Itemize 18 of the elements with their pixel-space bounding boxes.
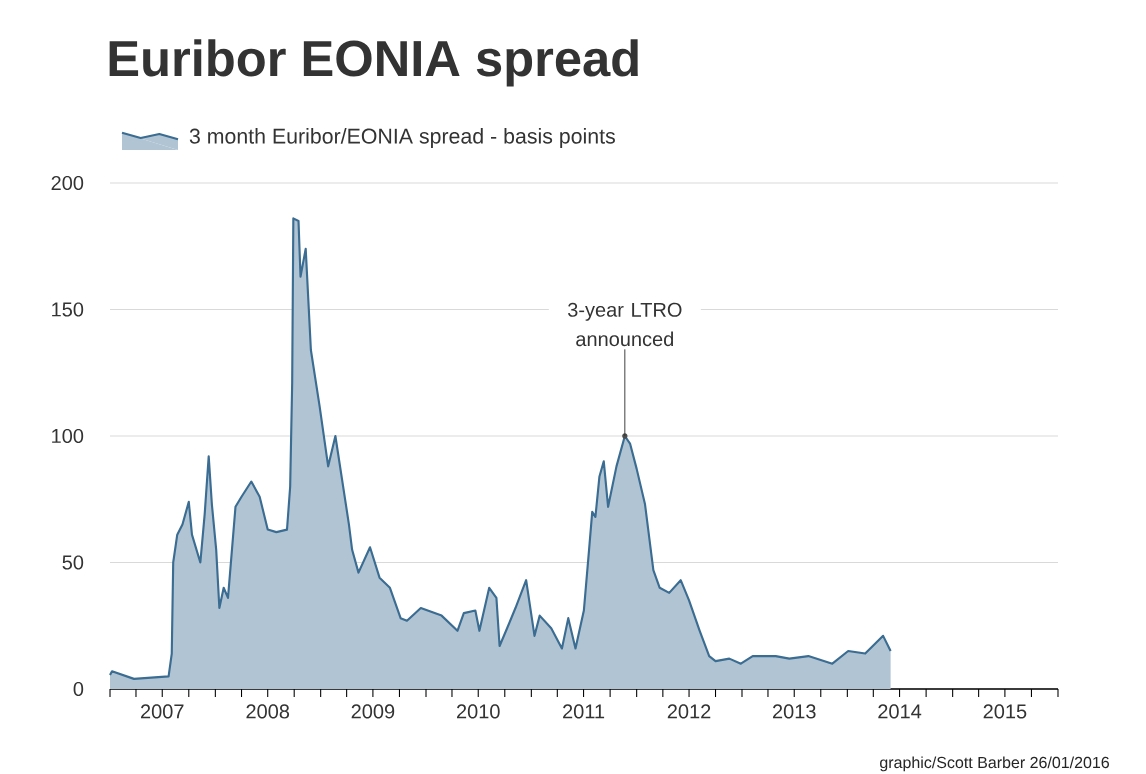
- y-tick-label: 0: [73, 681, 84, 697]
- chart-title: Euribor EONIA spread: [109, 39, 638, 87]
- x-tick-label: 2007: [141, 704, 184, 719]
- x-tick-label: 2015: [983, 704, 1027, 719]
- x-tick-label: 2011: [563, 704, 605, 719]
- x-tick-label: 2010: [456, 704, 500, 719]
- x-tick-label: 2009: [351, 704, 395, 719]
- x-tick-label: 2012: [667, 704, 711, 719]
- y-tick-label: 100: [52, 428, 84, 444]
- text: graphic/Scott Barber 26/01/2016: [880, 756, 1109, 772]
- x-tick-label: 2008: [246, 704, 290, 719]
- legend-label: 3 month Euribor/EONIA spread - basis points: [189, 128, 615, 148]
- y-tick-label: 150: [52, 302, 84, 317]
- y-tick-label: 50: [62, 555, 84, 570]
- annotation: 3-year LTRO announced: [567, 302, 682, 347]
- x-tick-label: 2014: [878, 704, 922, 719]
- y-tick-label: 200: [51, 175, 84, 191]
- x-tick-label: 2013: [772, 704, 816, 719]
